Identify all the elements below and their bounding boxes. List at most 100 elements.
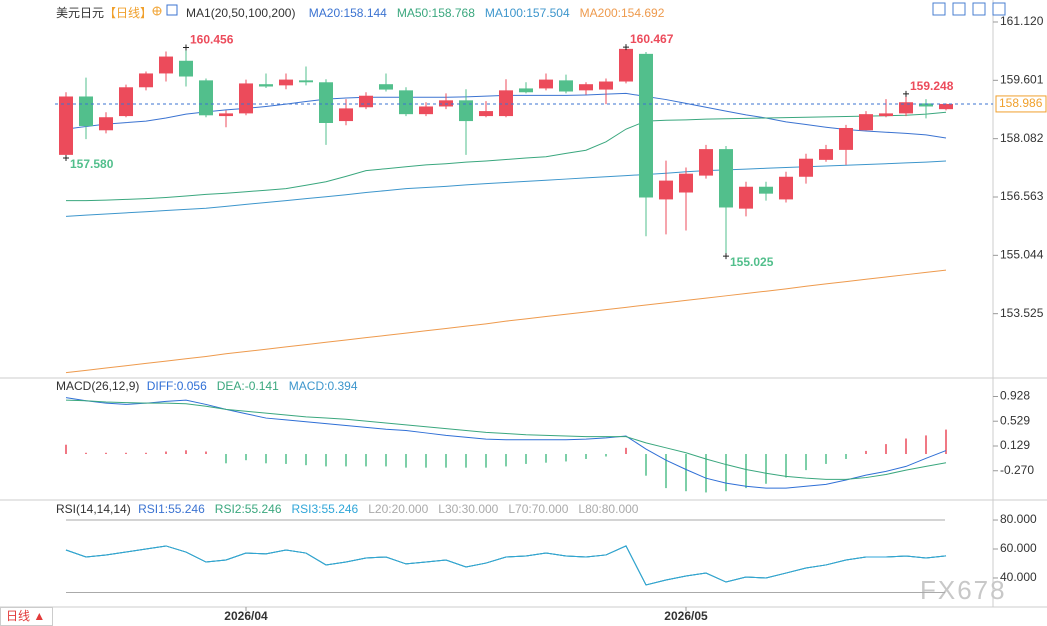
macd-bar <box>745 454 747 489</box>
macd-bar <box>605 454 607 457</box>
series-line <box>65 399 947 480</box>
last-price-box <box>995 95 1047 113</box>
macd-bar <box>65 444 67 455</box>
series-line <box>66 111 947 202</box>
macd-bar <box>125 452 127 455</box>
macd-bar <box>805 454 807 471</box>
tool-icon[interactable] <box>992 2 1006 16</box>
macd-bar <box>925 435 927 455</box>
macd-bar <box>765 454 767 484</box>
candle-body <box>899 102 913 114</box>
y-tick-label: 153.525 <box>1000 306 1044 320</box>
annotation-marker <box>723 253 729 260</box>
candle-body <box>159 56 173 74</box>
macd-bar <box>145 452 147 455</box>
candle-body <box>839 127 853 150</box>
y-tick-label: 161.120 <box>1000 14 1044 28</box>
macd-bar <box>865 450 867 455</box>
macd-bar <box>585 454 587 459</box>
candle-body <box>859 114 873 131</box>
candle-body <box>199 80 213 116</box>
macd-title: MACD(26,12,9) <box>56 379 140 393</box>
main-header: 美元日元【日线】 MA1(20,50,100,200) MA20:158.144 M… <box>56 4 674 21</box>
candle-body <box>879 113 893 117</box>
candle-body <box>119 87 133 117</box>
macd-bar <box>465 454 467 468</box>
y-tick-label: 60.000 <box>1000 541 1037 555</box>
macd-bar <box>545 454 547 463</box>
macd-bar <box>525 454 527 464</box>
tool-icon[interactable] <box>972 2 986 16</box>
macd-bar <box>425 454 427 468</box>
level-label: L80:80.000 <box>578 502 639 516</box>
tool-icon[interactable] <box>952 2 966 16</box>
candle-body <box>359 95 373 108</box>
macd-bar <box>245 454 247 461</box>
candle-body <box>819 149 833 160</box>
macd-bar <box>445 454 447 468</box>
legend-item: MA20:158.144 <box>308 6 387 20</box>
macd-bar <box>845 454 847 459</box>
candle-body <box>419 106 433 115</box>
candle-body <box>619 48 633 82</box>
macd-bar <box>905 438 907 455</box>
candle-body <box>139 73 153 88</box>
macd-bar <box>505 454 507 467</box>
candle-body <box>339 108 353 122</box>
macd-bar <box>385 454 387 467</box>
rsi-header: RSI(14,14,14) RSI1:55.246 RSI2:55.246 RSI3… <box>56 502 648 516</box>
annotation-label: 159.248 <box>910 79 954 93</box>
macd-bar <box>485 454 487 468</box>
candle-body <box>299 80 313 83</box>
candle-body <box>759 186 773 194</box>
x-tick-label: 2026/05 <box>664 609 708 623</box>
series-line <box>65 545 947 586</box>
macd-bar <box>665 454 667 489</box>
series-line <box>65 160 947 217</box>
candle-body <box>319 82 333 123</box>
y-tick-label: 158.082 <box>1000 131 1044 145</box>
legend-item: MA50:158.768 <box>396 6 475 20</box>
y-tick-label: -0.270 <box>1000 463 1034 477</box>
annotation-label: 160.456 <box>190 33 234 47</box>
macd-bar <box>405 454 407 468</box>
level-label: L20:20.000 <box>368 502 429 516</box>
y-tick-label: 0.928 <box>1000 389 1030 403</box>
toolbar <box>932 2 1006 16</box>
indicator: MA1(20,50,100,200) <box>186 6 296 20</box>
period-icon[interactable] <box>152 6 162 16</box>
y-tick-label: 80.000 <box>1000 512 1037 526</box>
candle-body <box>719 149 733 208</box>
macd-bar <box>265 454 267 464</box>
indicator-icon[interactable] <box>166 4 178 16</box>
y-tick-label: 155.044 <box>1000 248 1044 262</box>
macd-bar <box>285 454 287 464</box>
candle-body <box>459 100 473 122</box>
candle-body <box>239 83 253 114</box>
x-tick-label: 2026/04 <box>224 609 268 623</box>
legend-item: DIFF:0.056 <box>146 379 207 393</box>
macd-bar <box>565 454 567 462</box>
period-button-label[interactable]: 日线 ▲ <box>6 609 45 623</box>
annotation-label: 160.467 <box>630 32 674 46</box>
macd-bar <box>705 454 707 493</box>
candle-body <box>659 180 673 200</box>
tool-icon[interactable] <box>932 2 946 16</box>
legend-item: RSI3:55.246 <box>291 502 359 516</box>
macd-header: MACD(26,12,9) DIFF:0.056 DEA:-0.141 MACD:0… <box>56 379 368 393</box>
series-line <box>65 545 947 586</box>
macd-bar <box>825 454 827 464</box>
legend-item: DEA:-0.141 <box>216 379 279 393</box>
candle-body <box>739 186 753 209</box>
series-line <box>65 397 947 489</box>
candle-body <box>539 79 553 89</box>
candle-body <box>519 88 533 93</box>
candle-body <box>559 80 573 92</box>
annotation-label: 155.025 <box>730 255 774 269</box>
macd-bar <box>365 454 367 467</box>
legend-item: RSI1:55.246 <box>138 502 205 516</box>
candle-body <box>939 103 953 110</box>
level-label: L70:70.000 <box>508 502 569 516</box>
symbol: 美元日元 <box>56 6 105 20</box>
